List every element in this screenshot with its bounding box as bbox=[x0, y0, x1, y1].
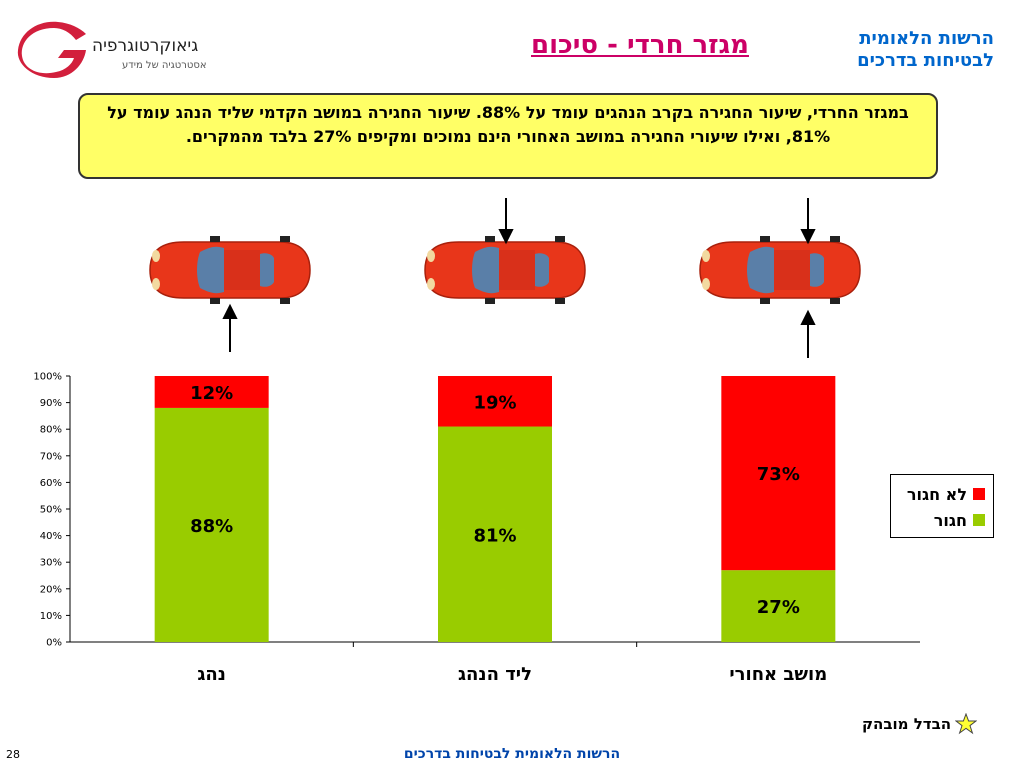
significance-note: הבדל מובהק bbox=[862, 713, 978, 735]
arrow-driver-icon bbox=[222, 303, 238, 352]
data-label-not-belted: 12% bbox=[190, 383, 233, 404]
data-label-belted: 27% bbox=[757, 597, 800, 618]
arrow-front-passenger-icon bbox=[498, 198, 514, 245]
arrow-rear-bottom-icon bbox=[800, 309, 816, 358]
y-tick-label: 0% bbox=[46, 638, 62, 649]
page-number: 28 bbox=[6, 748, 20, 761]
bar-belted bbox=[154, 407, 269, 642]
y-tick-label: 30% bbox=[40, 558, 62, 569]
y-axis-ticks: 0% 10% 20% 30% 40% 50% 60% 70% 80% 90% 100% bbox=[33, 372, 70, 649]
chart-legend: לא חגור חגור bbox=[890, 474, 994, 538]
car-front-passenger-icon bbox=[414, 227, 592, 313]
logo-subtitle: אסטרטגיה של מידע bbox=[122, 60, 207, 71]
y-tick-label: 20% bbox=[40, 584, 62, 595]
significance-note-text: הבדל מובהק bbox=[862, 715, 952, 733]
x-category-label: ליד הנהג bbox=[458, 664, 532, 685]
bar-not-belted bbox=[438, 376, 552, 427]
y-tick-label: 90% bbox=[40, 398, 62, 409]
legend-swatch-not-belted bbox=[973, 488, 985, 500]
seatbelt-chart: 0% 10% 20% 30% 40% 50% 60% 70% 80% 90% 100% 88% 12%… bbox=[33, 372, 920, 685]
bar-not-belted bbox=[154, 376, 269, 408]
data-label-not-belted: 19% bbox=[473, 392, 516, 413]
x-axis-labels: נהג ליד הנהג מושב אחורי bbox=[197, 642, 827, 685]
y-tick-label: 40% bbox=[40, 531, 62, 542]
bar-not-belted bbox=[721, 376, 836, 571]
legend-label-belted: חגור bbox=[933, 510, 967, 530]
bar-belted bbox=[438, 426, 552, 642]
footer-org: הרשות הלאומית לבטיחות בדרכים bbox=[403, 746, 621, 762]
y-tick-label: 70% bbox=[40, 451, 62, 462]
legend-item-belted: חגור bbox=[899, 507, 985, 533]
car-rear-seat-icon bbox=[689, 227, 867, 313]
x-category-label: מושב אחורי bbox=[729, 664, 827, 685]
org-name-line2: לבטיחות בדרכים bbox=[857, 50, 994, 71]
y-tick-label: 50% bbox=[40, 505, 62, 516]
x-category-label: נהג bbox=[197, 664, 226, 685]
logo-text: גיאוקרטוגרפיה bbox=[92, 36, 199, 56]
org-name-line1: הרשות הלאומית bbox=[859, 28, 994, 49]
org-name: הרשות הלאומית לבטיחות בדרכים bbox=[794, 28, 994, 72]
y-tick-label: 10% bbox=[40, 611, 62, 622]
summary-callout: במגזר החרדי, שיעור החגירה בקרב הנהגים עו… bbox=[78, 93, 938, 179]
y-tick-label: 60% bbox=[40, 478, 62, 489]
bars: 88% 12% 81% 19% 27% 73% bbox=[154, 376, 836, 642]
y-tick-label: 80% bbox=[40, 425, 62, 436]
star-icon bbox=[955, 713, 978, 735]
arrow-rear-top-icon bbox=[800, 198, 816, 245]
car-driver-icon bbox=[139, 227, 317, 313]
data-label-belted: 88% bbox=[190, 516, 233, 537]
y-tick-label: 100% bbox=[33, 372, 62, 383]
legend-item-not-belted: לא חגור bbox=[899, 481, 985, 507]
slide-title: מגזר חרדי - סיכום bbox=[531, 30, 749, 60]
legend-swatch-belted bbox=[973, 514, 985, 526]
data-label-belted: 81% bbox=[473, 525, 516, 546]
bar-belted bbox=[721, 570, 836, 642]
data-label-not-belted: 73% bbox=[757, 464, 800, 485]
legend-label-not-belted: לא חגור bbox=[906, 484, 967, 504]
